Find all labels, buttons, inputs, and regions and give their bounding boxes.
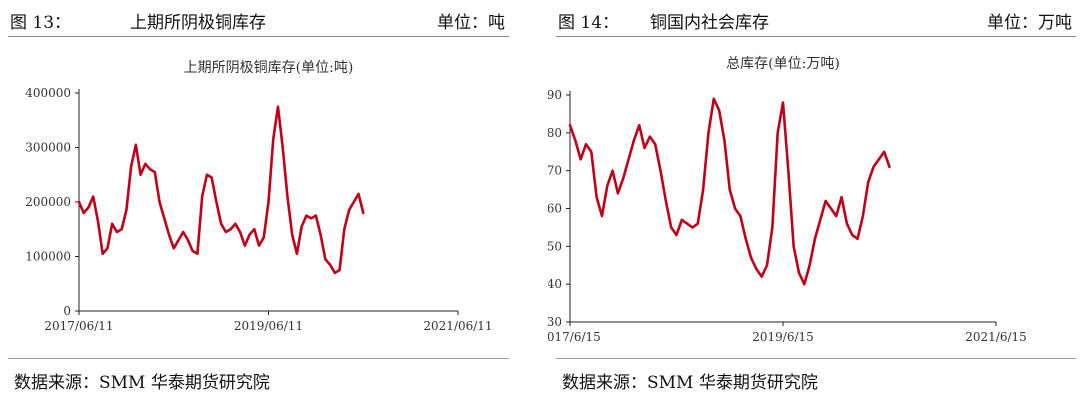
right-figure-title: 铜国内社会库存	[650, 13, 769, 33]
left-source-note: 数据来源：SMM 华泰期货研究院	[14, 373, 270, 393]
right-y-tick-label: 80	[548, 126, 562, 140]
left-y-tick-label: 100000	[25, 250, 71, 264]
left-unit-label: 单位：吨	[437, 13, 505, 33]
left-y-tick-label: 0	[63, 304, 71, 318]
right-y-tick-label: 50	[548, 239, 562, 253]
right-bottom-divider	[556, 358, 1076, 359]
right-y-tick-label: 90	[548, 88, 562, 102]
left-x-tick-label: 2019/06/11	[234, 319, 303, 333]
left-figure-title: 上期所阴极铜库存	[130, 13, 266, 33]
right-series-line	[568, 97, 891, 286]
right-x-tick-label: 2017/6/15	[548, 330, 601, 344]
left-y-tick-label: 200000	[25, 195, 71, 209]
right-y-tick-label: 70	[548, 164, 562, 178]
right-y-tick-label: 30	[548, 315, 562, 329]
left-figure-panel: 图 13： 上期所阴极铜库存 单位：吨 上期所阴极铜库存(单位:吨) 0 10000…	[0, 0, 515, 400]
left-x-tick-label: 2021/06/11	[423, 319, 492, 333]
left-line-chart: 上期所阴极铜库存(单位:吨) 0 100000 200000 300000 400000 2…	[25, 60, 492, 333]
right-chart-title: 总库存(单位:万吨)	[726, 56, 840, 72]
right-top-divider	[556, 36, 1076, 37]
left-series-line	[77, 105, 365, 275]
right-y-tick-label: 40	[548, 277, 562, 291]
right-x-tick-label: 2019/6/15	[752, 330, 814, 344]
left-y-tick-label: 400000	[25, 86, 71, 100]
left-figure-header: 图 13： 上期所阴极铜库存 单位：吨	[10, 6, 505, 33]
right-y-tick-label: 60	[548, 202, 562, 216]
left-y-tick-label: 300000	[25, 141, 71, 155]
left-chart-title: 上期所阴极铜库存(单位:吨)	[184, 60, 354, 76]
right-figure-panel: 图 14： 铜国内社会库存 单位：万吨 总库存(单位:万吨) 30 40 50 60 70…	[548, 0, 1082, 400]
left-x-tick-label: 2017/06/11	[44, 319, 113, 333]
left-figure-label: 图 13：	[10, 13, 72, 33]
right-line-chart: 总库存(单位:万吨) 30 40 50 60 70 80 90 2017/6/15 2019/6/…	[548, 56, 1027, 344]
left-top-divider	[8, 36, 509, 37]
right-figure-label: 图 14：	[558, 13, 620, 33]
right-source-note: 数据来源：SMM 华泰期货研究院	[562, 373, 818, 393]
right-figure-header: 图 14： 铜国内社会库存 单位：万吨	[558, 6, 1072, 33]
right-x-tick-label: 2021/6/15	[965, 330, 1027, 344]
left-bottom-divider	[8, 358, 509, 359]
right-unit-label: 单位：万吨	[987, 13, 1072, 33]
